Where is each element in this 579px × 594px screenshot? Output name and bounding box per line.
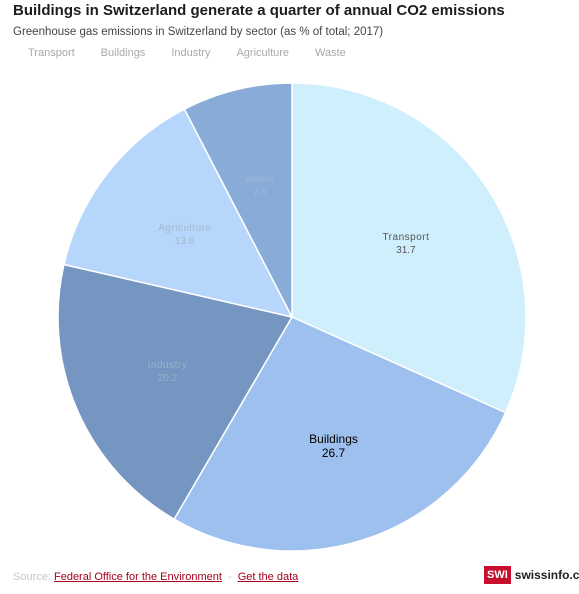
source-label: Source: — [13, 571, 51, 583]
legend-item-agriculture[interactable]: Agriculture — [236, 47, 290, 59]
slice-value-transport: 31.7 — [396, 245, 416, 256]
slice-value-industry: 20.2 — [158, 373, 178, 384]
slice-value-waste: 7.6 — [253, 187, 267, 198]
pie-slice-buildings[interactable] — [173, 316, 507, 552]
legend-item-industry[interactable]: Industry — [171, 47, 211, 59]
slice-value-agriculture: 13.8 — [175, 236, 195, 247]
slice-label-buildings: Buildings — [309, 432, 358, 446]
footer-separator: - — [227, 571, 232, 583]
brand-logo[interactable]: SWI swissinfo.ch — [484, 566, 579, 584]
brand-name: swissinfo.ch — [514, 568, 579, 582]
pie-slice-industry[interactable] — [57, 263, 294, 521]
slice-label-transport: Transport — [382, 232, 429, 243]
footer: Source: Federal Office for the Environme… — [13, 571, 298, 583]
get-data-link[interactable]: Get the data — [237, 571, 299, 583]
chart-subtitle: Greenhouse gas emissions in Switzerland … — [13, 26, 384, 38]
pie-slice-waste[interactable] — [183, 82, 293, 318]
slice-label-agriculture: Agriculture — [158, 223, 211, 234]
swi-logo-icon: SWI — [484, 566, 511, 584]
slice-label-industry: Industry — [148, 360, 188, 371]
pie-slice-transport[interactable] — [291, 82, 527, 414]
source-link[interactable]: Federal Office for the Environment — [53, 571, 222, 583]
legend: Transport Buildings Industry Agriculture… — [28, 47, 346, 59]
pie-slice-agriculture[interactable] — [63, 108, 294, 319]
chart-title: Buildings in Switzerland generate a quar… — [13, 2, 505, 19]
legend-item-buildings[interactable]: Buildings — [100, 47, 146, 59]
slice-label-waste: Waste — [245, 174, 275, 185]
slice-value-buildings: 26.7 — [322, 446, 346, 460]
legend-item-transport[interactable]: Transport — [28, 47, 75, 59]
legend-item-waste[interactable]: Waste — [315, 47, 346, 59]
